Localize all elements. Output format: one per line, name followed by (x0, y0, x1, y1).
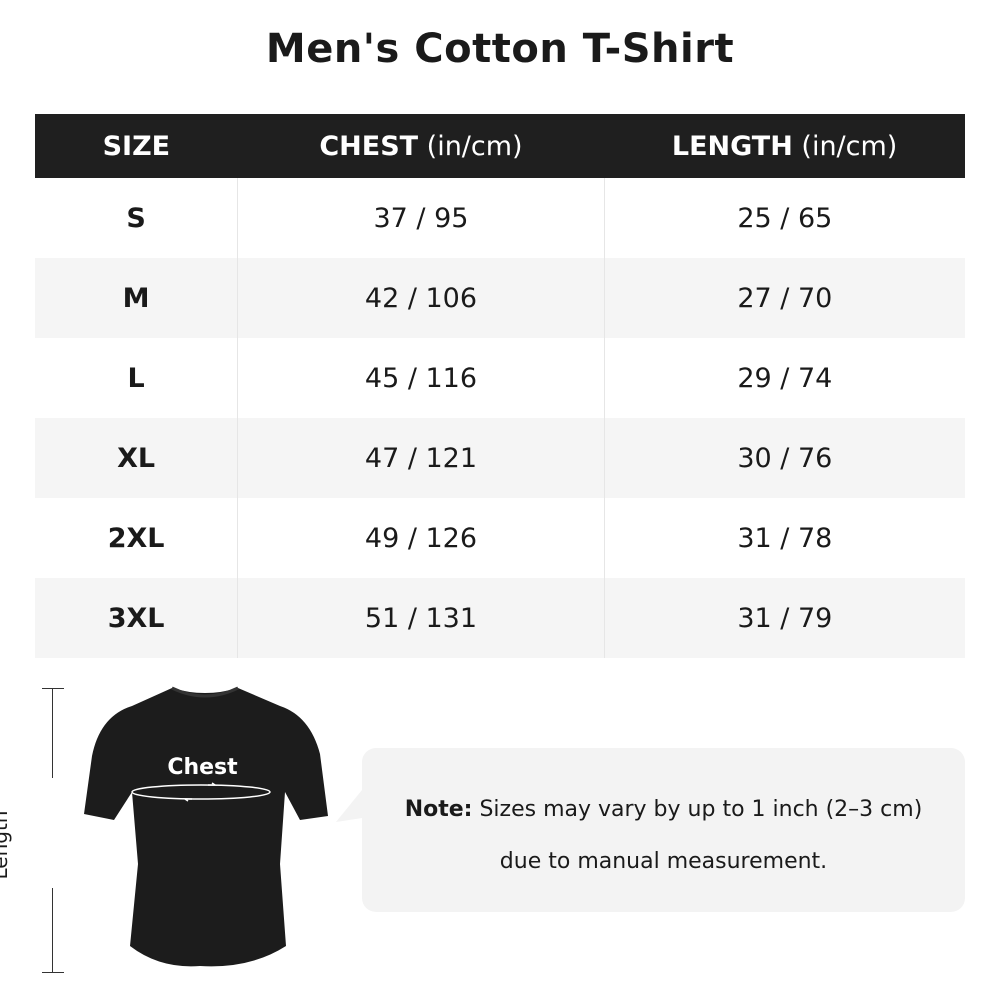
size-cell: XL (35, 418, 238, 498)
chest-cell: 37 / 95 (237, 178, 605, 258)
table-row: 3XL 51 / 131 31 / 79 (35, 578, 965, 658)
header-unit: (in/cm) (418, 130, 523, 162)
length-ruler (42, 688, 64, 973)
chest-cell: 47 / 121 (237, 418, 605, 498)
header-label: SIZE (102, 130, 171, 162)
size-cell: L (127, 362, 145, 394)
note-bubble (362, 748, 965, 912)
table-row: S 37 / 95 25 / 65 (35, 178, 965, 258)
header-label: LENGTH (671, 130, 793, 162)
header-unit: (in/cm) (792, 130, 898, 162)
tshirt-image (84, 686, 328, 967)
table-row: XL 47 / 121 30 / 76 (35, 418, 965, 498)
length-label: Length (0, 810, 12, 880)
speech-bubble-tail (336, 790, 362, 822)
header-length: LENGTH (in/cm) (604, 114, 965, 178)
header-label: CHEST (319, 130, 419, 162)
length-cell: 27 / 70 (603, 258, 965, 338)
table-row: L 45 / 116 29 / 74 (35, 338, 965, 418)
note-line-1: Note: Sizes may vary by up to 1 inch (2–… (362, 797, 965, 822)
size-cell: 3XL (35, 578, 238, 658)
note-prefix: Note: (404, 797, 473, 822)
length-cell: 31 / 79 (603, 578, 965, 658)
size-cell: M (35, 258, 238, 338)
chest-cell: 42 / 106 (237, 258, 605, 338)
note-text: Sizes may vary by up to 1 inch (2–3 cm) (472, 797, 923, 822)
table-row: M 42 / 106 27 / 70 (35, 258, 965, 338)
size-cell: 2XL (107, 522, 165, 554)
header-size: SIZE (35, 114, 238, 178)
length-cell: 31 / 78 (603, 498, 965, 578)
size-cell: S (126, 202, 146, 234)
page-title: Men's Cotton T-Shirt (265, 26, 735, 72)
size-table: SIZE CHEST (in/cm) LENGTH (in/cm) S 37 / … (35, 114, 965, 658)
length-cell: 30 / 76 (603, 418, 965, 498)
length-cell: 29 / 74 (603, 338, 965, 418)
chest-cell: 45 / 116 (237, 338, 605, 418)
chest-cell: 51 / 131 (237, 578, 605, 658)
length-cell: 25 / 65 (603, 178, 965, 258)
table-row: 2XL 49 / 126 31 / 78 (35, 498, 965, 578)
header-chest: CHEST (in/cm) (237, 114, 605, 178)
chest-cell: 49 / 126 (237, 498, 605, 578)
chest-label: Chest (167, 755, 238, 780)
table-header-row: SIZE CHEST (in/cm) LENGTH (in/cm) (35, 114, 965, 178)
note-line-2: due to manual measurement. (499, 849, 828, 874)
